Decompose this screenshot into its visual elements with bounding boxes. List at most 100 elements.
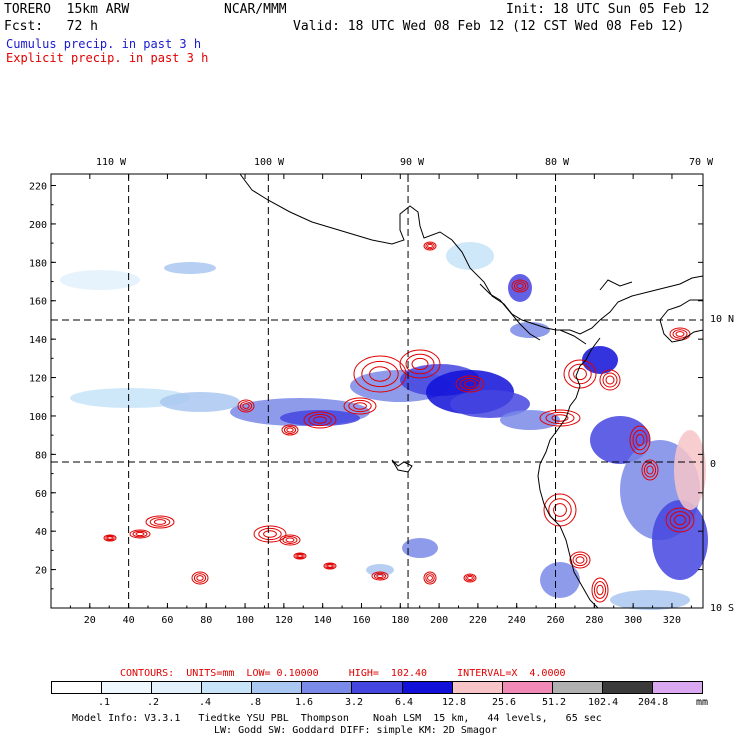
lat-label: 10 S [710,603,734,614]
explicit-precip-contour [371,571,389,581]
legend-swatch [402,682,453,693]
explicit-precip-contour [665,507,695,533]
explicit-precip-contour [293,552,307,560]
cumulus-precip-area [280,410,360,426]
legend-value: .1 [98,697,111,708]
explicit-precip-contour [263,530,277,538]
cumulus-precip-area [610,590,690,610]
x-tick-label: 160 [352,615,370,626]
color-legend [51,681,703,694]
explicit-precip-contour [282,536,298,544]
y-tick-label: 40 [35,527,47,538]
explicit-precip-contour [516,283,524,289]
y-tick-label: 200 [29,220,47,231]
y-tick-label: 80 [35,450,47,461]
lat-label: 0 [710,459,716,470]
y-tick-label: 180 [29,258,47,269]
legend-swatch [152,682,203,693]
coastline [239,173,704,335]
coastline [391,459,413,473]
explicit-precip-contour [373,572,387,580]
explicit-precip-contour [548,498,572,522]
legend-swatch [302,682,353,693]
y-tick-label: 220 [29,182,47,193]
legend-value: 51.2 [542,697,567,708]
legend-value: 204.8 [638,697,669,708]
legend-swatch [652,682,703,693]
cumulus-precip-area [160,392,240,412]
x-tick-label: 20 [84,615,96,626]
explicit-precip-contour [145,515,175,529]
explicit-precip-contour [196,575,204,581]
explicit-precip-contour [427,243,433,249]
explicit-precip-contour [669,511,691,529]
explicit-precip-contour [242,403,250,409]
explicit-precip-contour [643,462,657,478]
x-tick-label: 240 [508,615,526,626]
explicit-precip-contour [411,357,429,371]
explicit-precip-contour [343,397,377,415]
axis-ticks: 220 200 180 160 140 120 100 80 60 40 20 20 40 60 80 100… [29,174,703,626]
explicit-precip-contour [107,536,113,540]
explicit-precip-contour [599,369,621,391]
coastline [537,337,601,609]
cumulus-precip-area [366,564,394,576]
y-tick-label: 140 [29,335,47,346]
explicit-precip-contour [103,534,117,542]
explicit-precip-contour [425,573,435,583]
explicit-precip-contour [281,424,299,436]
legend-swatch [52,682,103,693]
explicit-precip-contour [575,556,585,564]
cumulus-precip-area [70,388,190,408]
explicit-precip-contour [568,363,592,385]
model-name: TORERO 15km ARW [4,2,130,17]
x-tick-label: 180 [391,615,409,626]
explicit-precip-contour [325,563,335,569]
cumulus-precip-fields [60,242,708,610]
cumulus-precip-area [510,322,550,338]
legend-value: .2 [147,697,160,708]
explicit-precip-contour [286,427,294,433]
legend-value: 1.6 [295,697,314,708]
explicit-precip-contour [253,525,287,543]
explicit-precip-contour [511,279,529,293]
explicit-precip-contour [369,366,391,382]
explicit-precip-contour [313,416,327,424]
legend-value: 6.4 [395,697,414,708]
explicit-precip-contour [425,242,435,250]
cumulus-precip-area [500,410,560,430]
coastline [599,279,633,291]
explicit-precip-contour [295,553,305,559]
legend-value: 25.6 [492,697,517,708]
legend-swatch [102,682,153,693]
model-info-line-2: LW: Godd SW: Goddard DIFF: simple KM: 2D… [214,725,497,736]
legend-value: .8 [249,697,262,708]
explicit-precip-contour [605,375,615,385]
explicit-precip-contour [459,377,481,391]
forecast-hour: Fcst: 72 h [4,19,98,34]
explicit-precip-contour [591,577,609,603]
explicit-precip-contour [551,414,569,422]
explicit-precip-contour [513,281,527,291]
explicit-precip-contour [153,519,167,525]
explicit-precip-contour [361,360,399,388]
legend-value: 12.8 [442,697,467,708]
explicit-precip-contour [572,553,588,567]
x-tick-label: 200 [430,615,448,626]
explicit-precip-contour [675,331,685,337]
x-tick-label: 60 [161,615,173,626]
cumulus-precip-area [402,538,438,558]
legend-value: 102.4 [588,697,619,708]
x-tick-label: 120 [275,615,293,626]
legend-value: .4 [199,697,212,708]
explicit-precip-contour [629,425,651,455]
explicit-precip-contour [646,465,654,475]
lat-label: 10 N [710,314,734,325]
legend-value: 3.2 [345,697,364,708]
y-tick-label: 100 [29,412,47,423]
model-info-line-1: Model Info: V3.3.1 Tiedtke YSU PBL Thomp… [72,713,602,724]
explicit-precip-contour [463,380,477,388]
lon-label: 90 W [400,157,425,168]
legend-swatch [552,682,603,693]
x-tick-label: 300 [624,615,642,626]
